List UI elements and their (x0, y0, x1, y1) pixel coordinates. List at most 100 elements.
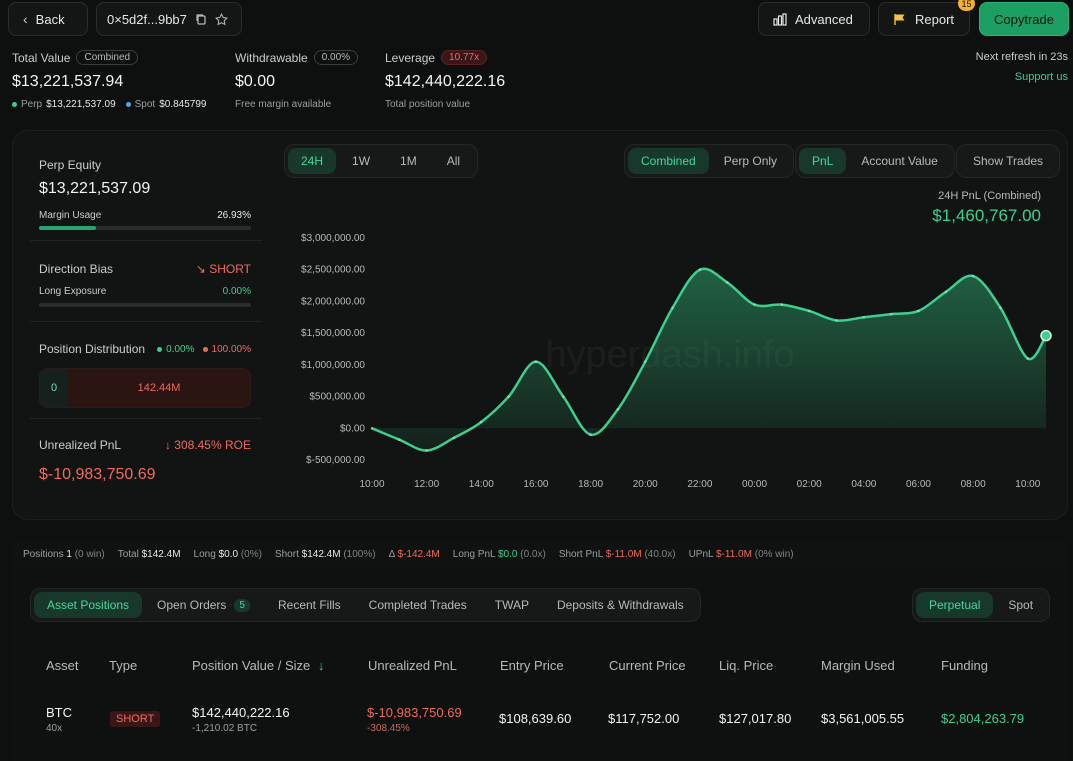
total-label: Total (117, 548, 139, 560)
data-point (862, 315, 866, 319)
data-point (561, 395, 565, 398)
tab-recent-fills[interactable]: Recent Fills (277, 598, 341, 612)
row-unrealized-pct: -308.45% (367, 723, 410, 734)
unrealized-roe: 308.45% ROE (174, 438, 251, 452)
tab-deposits-withdrawals[interactable]: Deposits & Withdrawals (556, 598, 684, 612)
tab-asset-positions[interactable]: Asset Positions (34, 592, 143, 618)
metric-pnl[interactable]: PnL (799, 148, 847, 174)
support-link[interactable]: Support us (1014, 71, 1068, 83)
copytrade-button[interactable]: Copytrade (979, 2, 1069, 36)
chevron-left-icon: ‹ (23, 11, 28, 27)
mode-perp-only[interactable]: Perp Only (723, 154, 778, 168)
advanced-button[interactable]: Advanced (758, 2, 870, 36)
tab-perpetual[interactable]: Perpetual (916, 592, 994, 618)
row-entry-price: $108,639.60 (499, 711, 572, 726)
pnl-value: $1,460,767.00 (932, 206, 1041, 225)
y-tick-label: $1,500,000.00 (301, 328, 365, 339)
tab-spot[interactable]: Spot (1008, 598, 1034, 612)
short-pnl-value: $-11.0M (605, 548, 642, 560)
range-all[interactable]: All (446, 154, 461, 168)
col-funding[interactable]: Funding (941, 658, 988, 673)
long-pnl-x: (0.0x) (520, 548, 546, 560)
direction-bias-value: SHORT (209, 262, 251, 276)
perp-equity-value: $13,221,537.09 (39, 180, 151, 197)
perp-equity-label: Perp Equity (39, 158, 102, 172)
refresh-timer: Next refresh in 23s (975, 51, 1068, 63)
col-type[interactable]: Type (109, 658, 138, 673)
col-margin-used[interactable]: Margin Used (821, 658, 895, 673)
col-liq-price[interactable]: Liq. Price (719, 658, 774, 673)
trend-down-icon: ↘ (195, 262, 206, 276)
data-point (780, 303, 784, 306)
long-pct: (0%) (240, 548, 262, 560)
col-current-price[interactable]: Current Price (609, 658, 686, 673)
col-position-value-label: Position Value / Size (192, 658, 311, 673)
x-tick-label: 06:00 (906, 479, 931, 490)
bar-chart-icon (773, 12, 787, 26)
report-badge: 15 (958, 0, 975, 11)
back-label: Back (35, 11, 65, 27)
data-point (753, 303, 756, 306)
row-size: -1,210.02 BTC (192, 723, 258, 734)
upnl-label: UPnL (688, 548, 714, 560)
short-label: Short (274, 548, 299, 560)
col-entry-price[interactable]: Entry Price (500, 658, 564, 673)
long-exposure-bar (39, 303, 251, 307)
col-asset[interactable]: Asset (46, 658, 79, 673)
data-point (835, 319, 838, 322)
copy-icon[interactable] (195, 13, 207, 25)
x-tick-label: 18:00 (578, 479, 603, 490)
data-point (479, 420, 483, 424)
x-tick-label: 04:00 (851, 479, 876, 490)
range-1w[interactable]: 1W (352, 154, 371, 168)
positions-win: (0 win) (74, 548, 105, 560)
data-point (643, 360, 647, 363)
show-trades-toggle[interactable]: Show Trades (956, 144, 1061, 178)
long-value: $0.0 (218, 548, 239, 560)
data-point (507, 395, 510, 398)
unrealized-pnl-label: Unrealized PnL (39, 438, 122, 452)
row-funding: $2,804,263.79 (941, 711, 1025, 726)
data-point (398, 438, 401, 442)
data-point (671, 306, 674, 310)
position-distribution: Position Distribution 0.00% 100.00% 0 14… (39, 342, 251, 408)
tab-twap[interactable]: TWAP (494, 598, 529, 612)
x-tick-label: 02:00 (797, 479, 822, 490)
short-dot (202, 346, 208, 352)
direction-bias-label: Direction Bias (39, 262, 114, 276)
flag-icon (894, 13, 905, 25)
withdrawable-stat: Withdrawable 0.00% $0.00 Free margin avai… (235, 50, 359, 110)
col-position-value[interactable]: Position Value / Size ↓ (192, 658, 324, 673)
data-point (917, 309, 920, 313)
leverage-pill: 10.77x (441, 50, 488, 65)
row-position-value: $142,440,222.16 (192, 705, 290, 720)
sort-arrow-icon: ↓ (317, 658, 325, 673)
data-point (999, 306, 1002, 310)
short-value: $142.4M (301, 548, 341, 560)
x-tick-label: 00:00 (742, 479, 767, 490)
delta-value: $-142.4M (397, 548, 440, 560)
report-button[interactable]: Report (878, 2, 970, 36)
tab-completed-trades[interactable]: Completed Trades (368, 598, 467, 612)
row-liq-price: $127,017.80 (719, 711, 792, 726)
arrow-down-icon: ↓ (164, 438, 171, 452)
mode-combined[interactable]: Combined (628, 148, 709, 174)
col-unrealized-pnl[interactable]: Unrealized PnL (368, 658, 457, 673)
tab-open-orders-label: Open Orders (157, 598, 227, 612)
metric-account-value[interactable]: Account Value (861, 154, 938, 168)
data-point (370, 426, 374, 430)
total-value-label: Total Value (12, 50, 71, 65)
range-1m[interactable]: 1M (400, 154, 417, 168)
back-button[interactable]: ‹ Back (8, 2, 88, 36)
upnl-win: (0% win) (754, 548, 794, 560)
pnl-chart[interactable]: hyperdash.info $3,000,000.00$2,500,000.0… (270, 225, 1060, 500)
tab-open-orders[interactable]: Open Orders 5 (144, 592, 263, 618)
short-pnl-label: Short PnL (558, 548, 603, 560)
range-24h[interactable]: 24H (288, 148, 337, 174)
address-chip[interactable]: 0×5d2f...9bb7 (96, 2, 242, 36)
star-icon[interactable] (214, 12, 228, 26)
report-label: Report (915, 11, 955, 27)
wallet-address: 0×5d2f...9bb7 (107, 11, 187, 27)
y-tick-label: $3,000,000.00 (301, 233, 365, 244)
pnl-caption: 24H PnL (Combined) (938, 190, 1041, 202)
